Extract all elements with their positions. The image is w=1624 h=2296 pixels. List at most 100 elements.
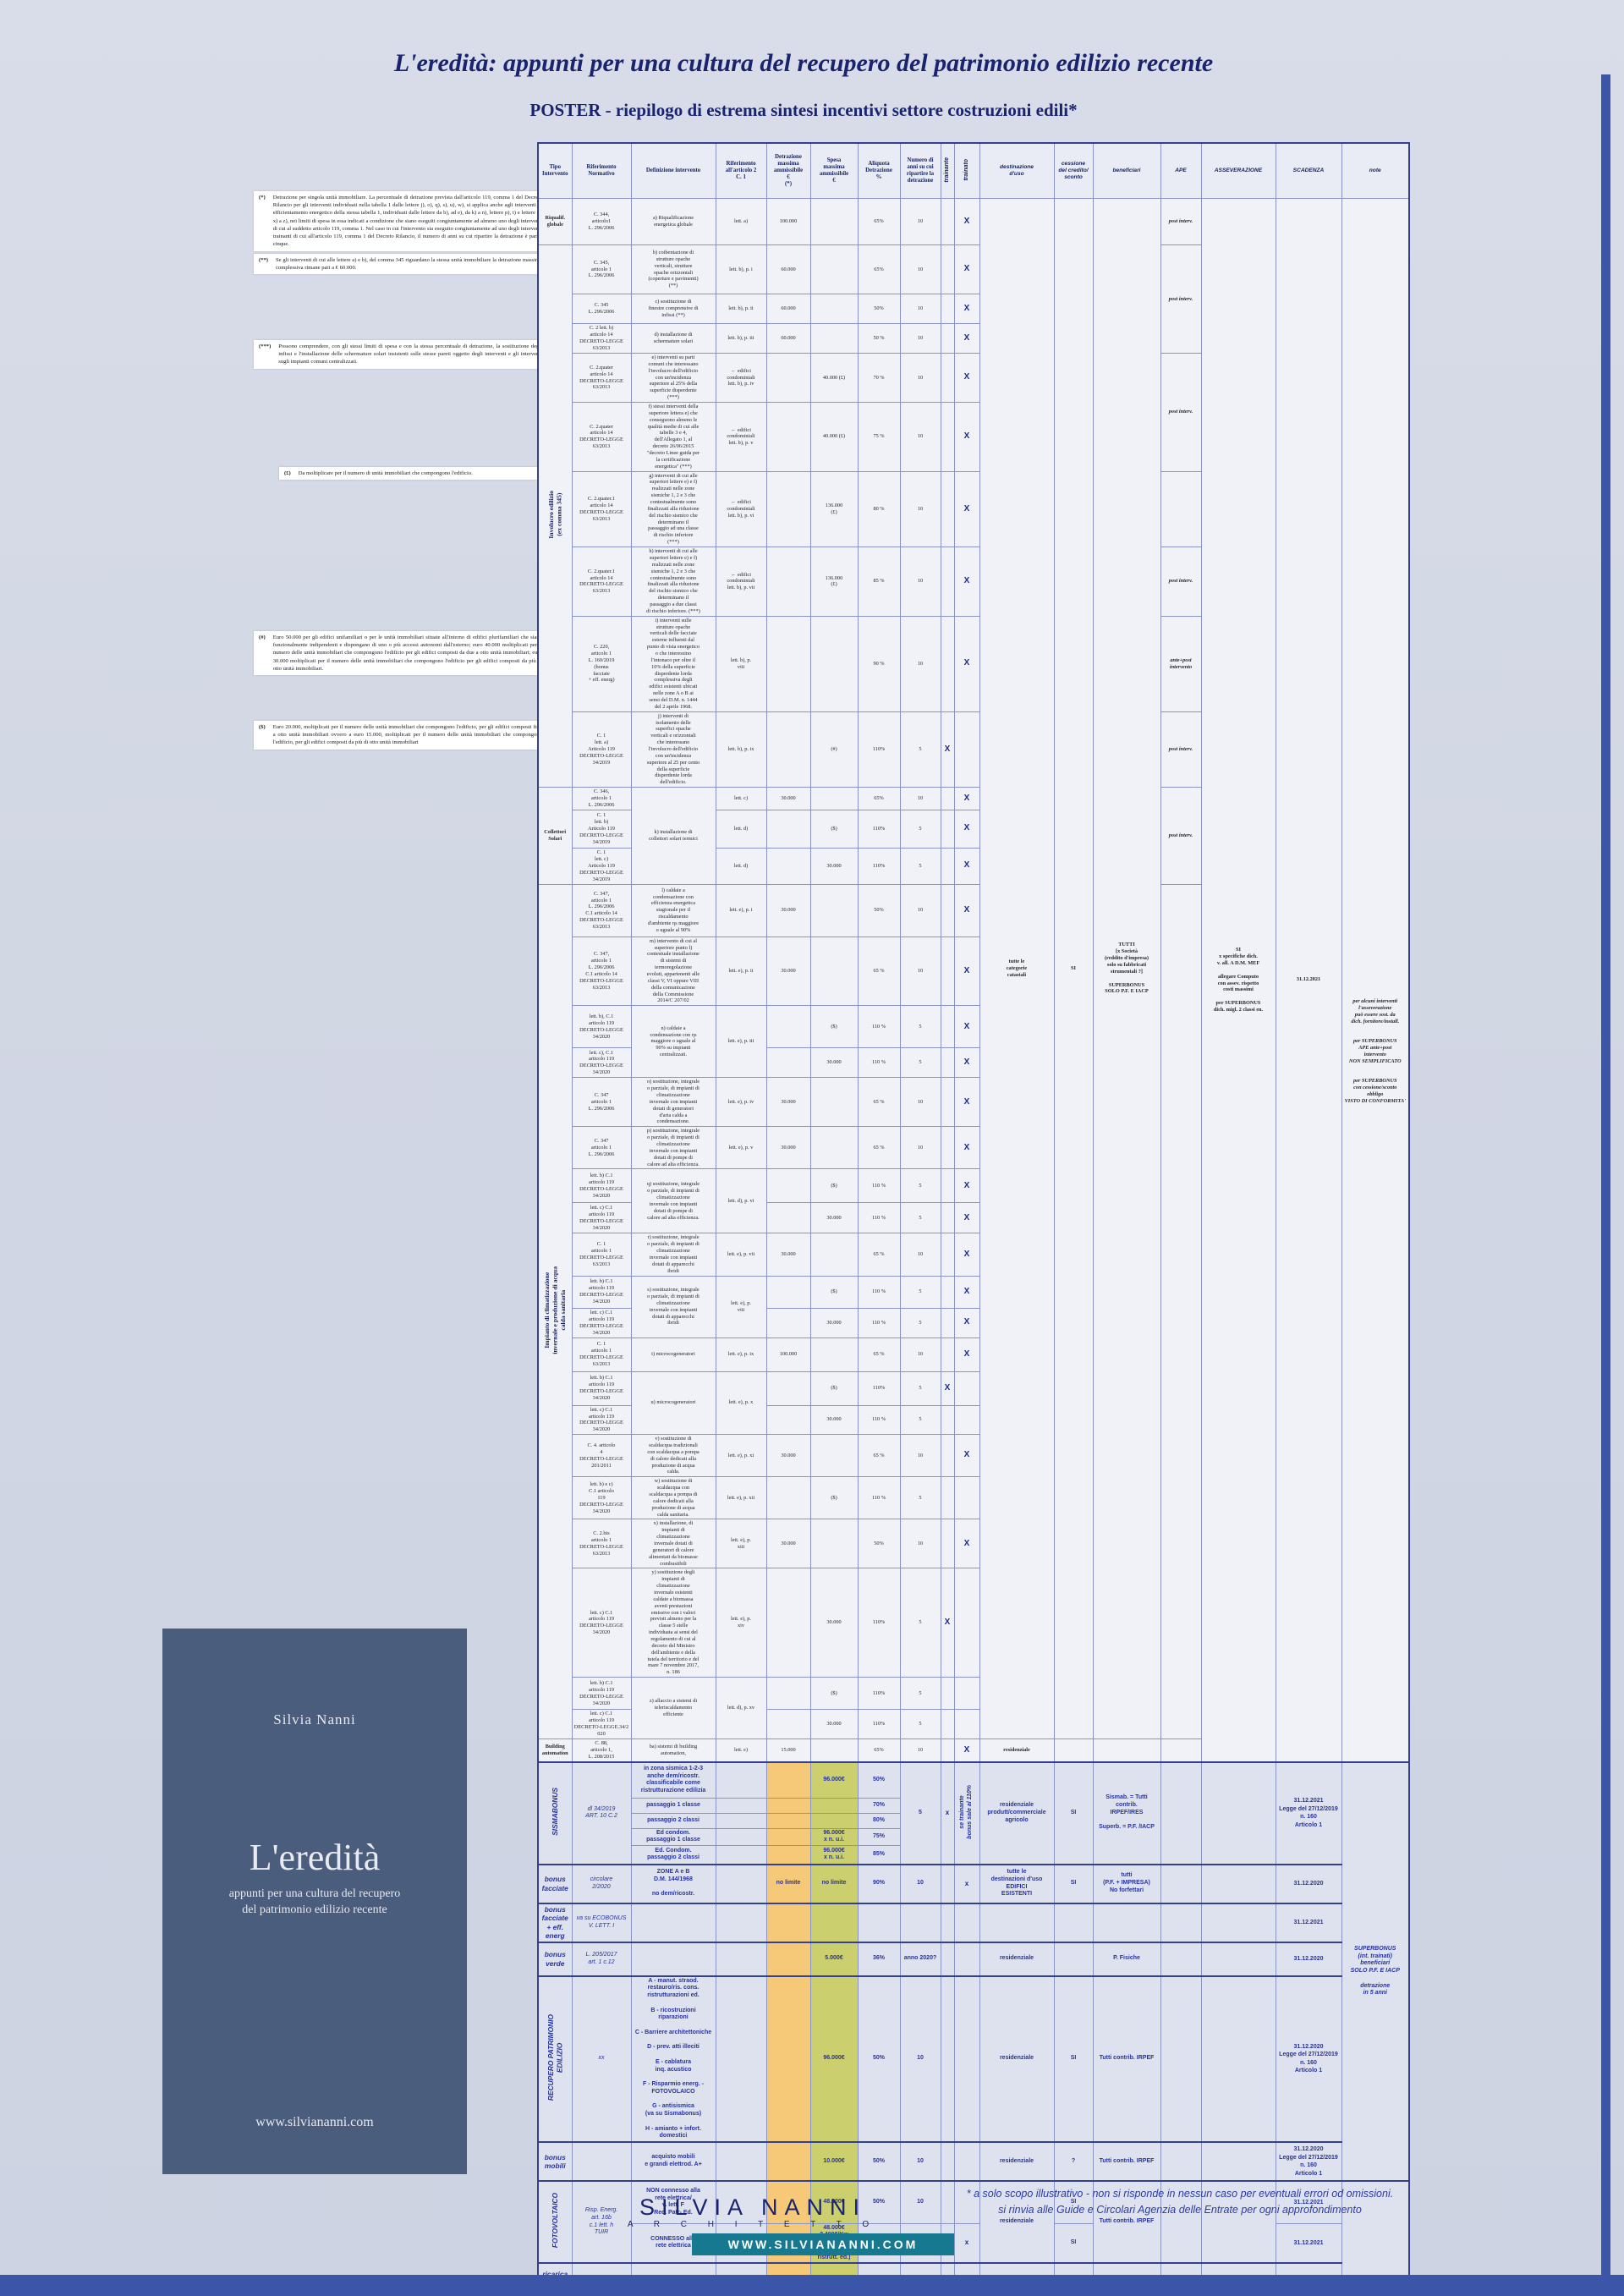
cell: circolare 2/2020 (571, 1863, 632, 1904)
cell: x (940, 1761, 955, 1865)
cell: 30.000 (765, 1077, 811, 1128)
cell: lett. b) C.1 articolo 119 DECRETO-LEGGE … (571, 1275, 632, 1309)
cell: residenziale (979, 2141, 1055, 2182)
cell: SI (1053, 1975, 1094, 2143)
cell (940, 1077, 955, 1128)
table-row: Involucro edilizio (ex comma 345) C. 345,… (537, 244, 1409, 788)
cell (765, 1941, 811, 1977)
cell: 70% (857, 1797, 901, 1814)
cell: 65 % (857, 1434, 901, 1478)
cell: 5 (899, 1476, 941, 1520)
cell (857, 1902, 901, 1943)
book-cover: Silvia Nanni L'eredità appunti per una c… (162, 1629, 467, 2174)
cell: 110% (857, 809, 901, 849)
cell: Building automation (537, 1738, 573, 1763)
cell (940, 1738, 955, 1763)
cell: bonus facciate (537, 1863, 573, 1904)
cell: 40.000 (£) (809, 352, 859, 404)
cell (940, 1126, 955, 1170)
cell: post interv. (1160, 547, 1202, 617)
cell: X (953, 294, 980, 324)
cell: lett. e), p. viii (715, 1275, 767, 1338)
footnote-label: ($) (259, 724, 266, 730)
cell: C. 1 articolo 1 DECRETO-LEGGE 63/2013 (571, 1233, 632, 1277)
cell (765, 1307, 811, 1338)
footnote-label: (***) (259, 343, 272, 349)
column-header: Definizione intervento (630, 142, 716, 199)
cell: 85 % (857, 547, 901, 617)
cell (940, 809, 955, 849)
cell: residenziale (979, 1738, 1055, 1763)
cell: 110% (857, 847, 901, 885)
cell: X (953, 402, 980, 472)
cell: 50% (857, 1761, 901, 1799)
website-bar: WWW.SILVIANANNI.COM (692, 2233, 954, 2255)
cell: C. 2.quater articolo 14 DECRETO-LEGGE 63… (571, 402, 632, 472)
cell: q) sostituzione, integrale o parziale, d… (630, 1168, 716, 1234)
cell: 5 (899, 1404, 941, 1436)
cell: 60.000 (765, 244, 811, 294)
cell (899, 1902, 941, 1943)
frame-right-strip (1601, 74, 1610, 2296)
cell (809, 1337, 859, 1372)
cell: 31.12.2021 (1275, 1902, 1342, 1943)
cell: lett. e), p. v (715, 1126, 767, 1170)
cell (809, 1434, 859, 1478)
cell: 50 % (857, 323, 901, 354)
cell (765, 847, 811, 885)
cell: 48.000€ (809, 2180, 859, 2224)
column-header: trainato (953, 142, 980, 199)
cell: 30.000 (765, 1126, 811, 1170)
cell (1160, 1738, 1202, 1763)
cell: 70 % (857, 352, 901, 404)
cell: 80 % (857, 470, 901, 548)
table-row: bonus facciate circolare 2/2020 ZONE A e B… (537, 1863, 1409, 1904)
cell: 30.000 (765, 1519, 811, 1569)
cell: C. 2.quater.1 articolo 14 DECRETO-LEGGE … (571, 547, 632, 617)
cell: ? (1053, 2141, 1094, 2182)
column-header: trainante (940, 142, 955, 199)
cell: ($) (809, 1005, 859, 1049)
cell (715, 2141, 767, 2182)
cell (809, 1902, 859, 1943)
cell: C. 1 lett. c) Articolo 119 DECRETO-LEGGE… (571, 847, 632, 885)
cell: tutti (P.F. + IMPRESA) No forfettari (1092, 1863, 1161, 1904)
cell: C. 344, articolo1 L. 296/2006 (571, 198, 632, 245)
cell: 110 % (857, 1047, 901, 1079)
table-row: lett. c) C.1 articolo 119 DECRETO-LEGGE.… (538, 1709, 1409, 1739)
cell (1200, 1863, 1276, 1904)
column-header: note (1341, 142, 1410, 199)
cell (809, 1738, 859, 1763)
cell: L. 205/2017 art. 1 c.12 (571, 1941, 632, 1977)
cell: i) interventi sulle strutture opache ver… (630, 615, 716, 712)
table-row: C. 347, articolo 1 L. 296/2006 C.1 artic… (538, 936, 1409, 1007)
cell (1200, 1941, 1276, 1977)
cell: RECUPERO PATRIMONIO EDILIZIO (537, 1975, 573, 2143)
cell: 96.000€ x n. u.i. (809, 1827, 859, 1847)
cell: lett. b), p. ii (715, 294, 767, 324)
cell (715, 1797, 767, 1814)
cell: lett. e), p. xiv (715, 1568, 767, 1678)
cell: x (953, 1863, 980, 1904)
footnote-pound: (£) Da moltiplicare per il numero di uni… (279, 467, 543, 481)
poster-subtitle: POSTER - riepilogo di estrema sintesi in… (529, 100, 1078, 120)
studio-role: A R C H I T E T T O (627, 2220, 879, 2229)
cell: post interv. (1160, 353, 1202, 472)
cell: 75 % (857, 402, 901, 472)
cell (765, 1005, 811, 1049)
cell: r) sostituzione, integrale o parziale, d… (630, 1233, 716, 1277)
cell: 65 % (857, 1077, 901, 1128)
cell: X (953, 1168, 980, 1204)
column-header: ASSEVERAZIONE (1200, 142, 1276, 199)
cell (765, 1275, 811, 1309)
table-row: C. 2 lett. b) articolo 14 DECRETO-LEGGE … (538, 323, 1409, 354)
cell: 15.000 (765, 1738, 811, 1763)
cell: lett. e), p. xii (715, 1476, 767, 1520)
footnote-text: Euro 20.000, moltiplicati per il numero … (272, 724, 542, 746)
table-row: C. 1 articolo 1 DECRETO-LEGGE 63/2013 t) … (538, 1337, 1409, 1372)
table-row: FOTOVOLTAICO Risp. Energ. art. 16b c.1 le… (537, 2180, 1410, 2296)
cell: residenziale produtt/commerciale agricol… (979, 1761, 1055, 1865)
cell: 31.12.2021 (1275, 2222, 1342, 2264)
cell (1160, 2141, 1202, 2182)
cell (765, 2180, 811, 2224)
